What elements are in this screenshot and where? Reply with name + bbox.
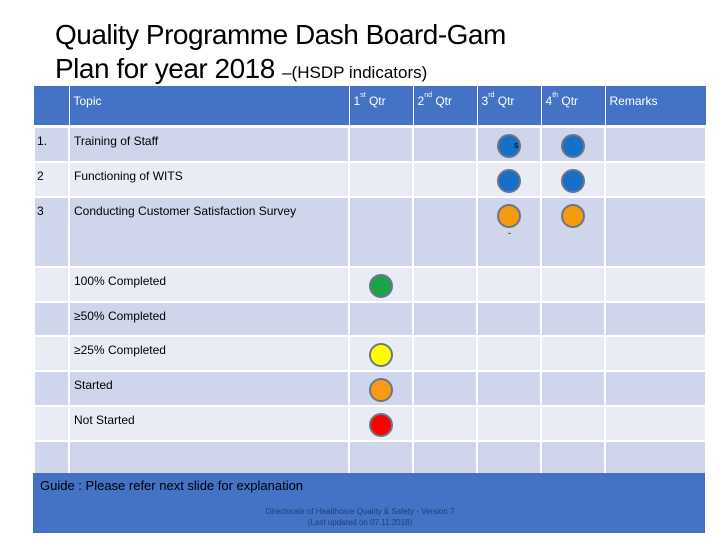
title-line-2: Plan for year 2018 [55, 53, 283, 84]
legend-row: ≥50% Completed [33, 300, 707, 337]
legend-dot-red [369, 412, 393, 437]
cell-q1 [348, 125, 414, 163]
legend-dot-cell [348, 334, 414, 372]
header-q2: 2nd Qtr [413, 86, 478, 128]
legend-row: Started [33, 369, 707, 407]
legend-label: Not Started [68, 404, 350, 442]
legend-label: ≥25% Completed [68, 334, 350, 372]
cell-q2 [412, 125, 478, 163]
cell-q4 [540, 195, 606, 268]
cell-remarks [604, 160, 707, 198]
cell-q1 [348, 160, 414, 198]
header-q1: 1st Qtr [349, 86, 414, 128]
row-topic: Training of Staff [68, 125, 350, 163]
header-remarks: Remarks [605, 86, 707, 128]
stray-mark: - [508, 228, 511, 238]
cell-q1 [348, 195, 414, 268]
header-q3: 3rd Qtr [477, 86, 542, 128]
stray-mark: s [514, 140, 519, 150]
cell-q4 [540, 160, 606, 198]
legend-dot-cell [348, 265, 414, 303]
cell-q3 [476, 125, 542, 163]
header-q4: 4th Qtr [541, 86, 606, 128]
header-topic: Topic [69, 86, 350, 128]
legend-row: 100% Completed [33, 265, 707, 303]
directorate-footer: Directorate of Healthcare Quality & Safe… [255, 506, 465, 528]
cell-remarks [604, 195, 707, 268]
legend-label: ≥50% Completed [68, 300, 350, 337]
header-num [34, 86, 70, 128]
table-row: 2 Functioning of WITS [33, 160, 707, 198]
dashboard-table: Topic 1st Qtr 2nd Qtr 3rd Qtr 4th Qtr Re… [33, 86, 707, 476]
legend-dot-cell [348, 369, 414, 407]
footer-band [33, 473, 705, 533]
status-dot-blue [497, 168, 521, 193]
directorate-line-1: Directorate of Healthcare Quality & Safe… [265, 507, 455, 516]
legend-label: 100% Completed [68, 265, 350, 303]
table-row-empty [33, 439, 707, 476]
cell-remarks [604, 125, 707, 163]
cell-q3 [476, 160, 542, 198]
title-subtitle: –(HSDP indicators) [282, 63, 428, 82]
row-topic: Functioning of WITS [68, 160, 350, 198]
row-number: 1. [33, 125, 70, 163]
cell-q3 [476, 195, 542, 268]
guide-text: Guide : Please refer next slide for expl… [40, 478, 304, 493]
legend-row: Not Started [33, 404, 707, 442]
legend-dot-yellow [369, 342, 393, 367]
table-header-row: Topic 1st Qtr 2nd Qtr 3rd Qtr 4th Qtr Re… [34, 86, 707, 128]
legend-dot-cell [348, 404, 414, 442]
row-topic: Conducting Customer Satisfaction Survey [68, 195, 350, 268]
slide-title: Quality Programme Dash Board-Gam Plan fo… [55, 18, 506, 90]
status-dot-orange [497, 203, 521, 228]
legend-label: Started [68, 369, 350, 407]
legend-row: ≥25% Completed [33, 334, 707, 372]
status-dot-blue [561, 133, 585, 158]
directorate-line-2: (Last updated on 07.11.2018) [307, 518, 413, 527]
status-dot-orange [561, 203, 585, 228]
status-dot-blue [561, 168, 585, 193]
legend-dot-orange [369, 377, 393, 402]
cell-q2 [412, 160, 478, 198]
legend-dot-green [369, 273, 393, 298]
table-row: 3 Conducting Customer Satisfaction Surve… [33, 195, 707, 268]
title-line-1: Quality Programme Dash Board-Gam [55, 19, 506, 50]
cell-q2 [412, 195, 478, 268]
row-number: 3 [33, 195, 70, 268]
status-dot-blue [497, 133, 521, 158]
table-row: 1. Training of Staff [33, 125, 707, 163]
cell-q4 [540, 125, 606, 163]
row-number: 2 [33, 160, 70, 198]
